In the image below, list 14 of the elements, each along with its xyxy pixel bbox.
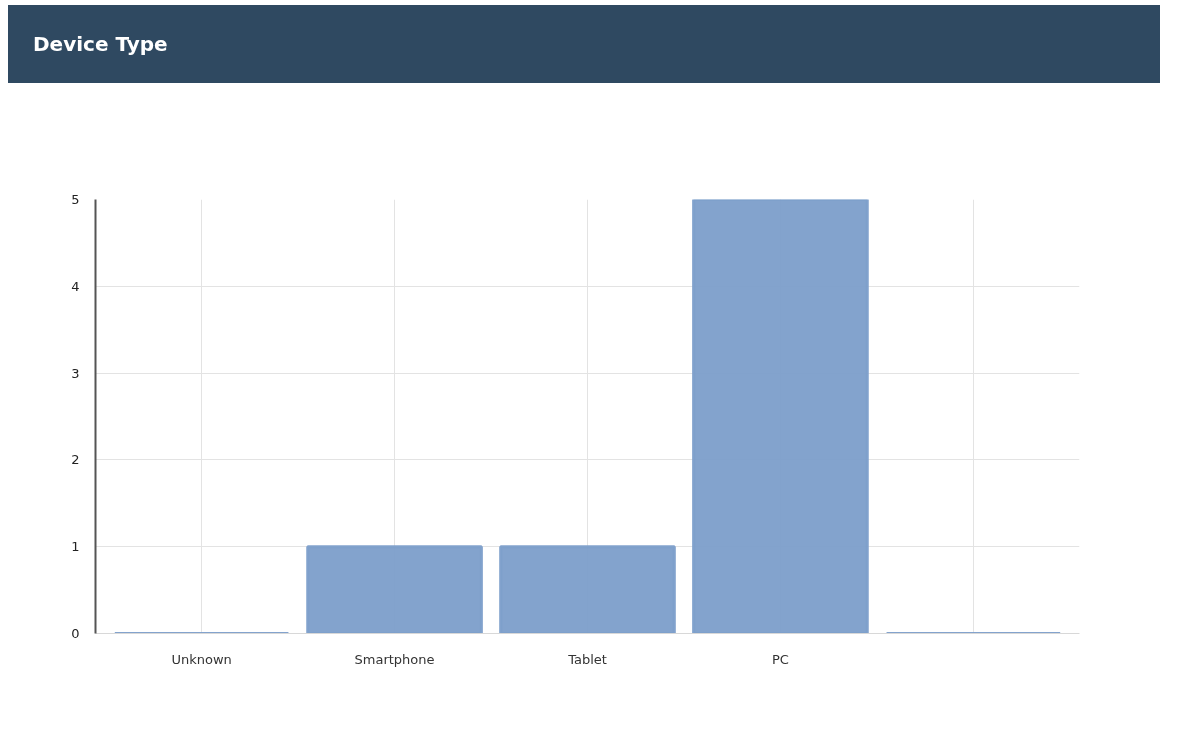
y-tick-label: 3 — [71, 365, 80, 381]
x-tick-label: Smartphone — [354, 651, 435, 667]
y-tick-label: 4 — [71, 278, 80, 294]
chart-title: Device Type — [33, 31, 168, 58]
y-tick-label: 0 — [71, 626, 80, 641]
x-tick-label: Tablet — [567, 651, 607, 667]
x-tick-label: Unknown — [171, 651, 232, 667]
y-tick-label: 2 — [71, 452, 80, 468]
bar — [499, 545, 676, 634]
y-tick-label: 1 — [71, 539, 80, 555]
y-tick-label: 5 — [71, 192, 80, 207]
x-tick-label: PC — [771, 651, 789, 667]
bar — [692, 199, 869, 634]
bar — [306, 545, 483, 634]
